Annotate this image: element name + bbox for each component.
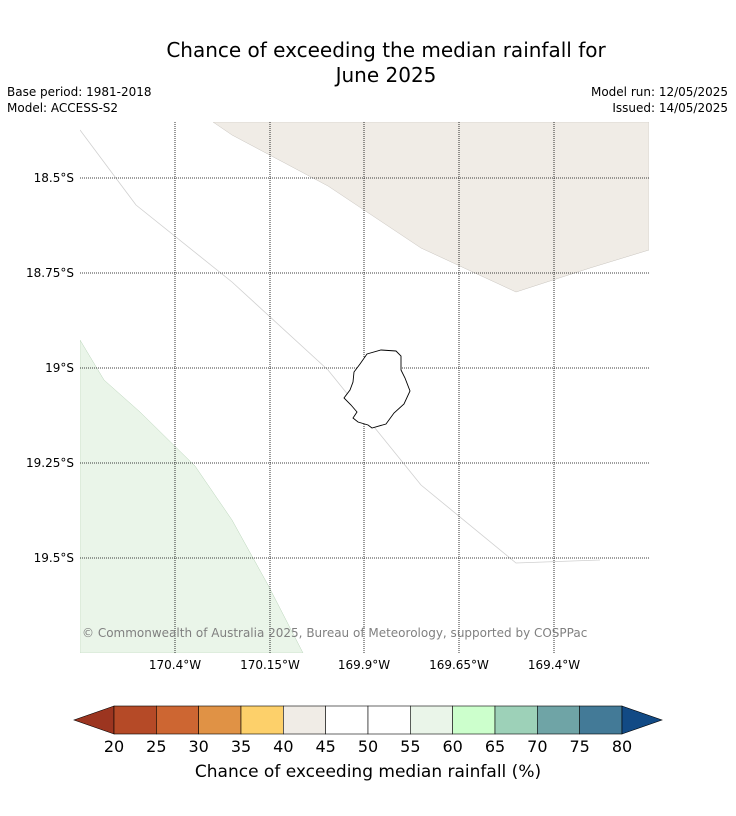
lat-label-18-5: 18.5°S xyxy=(33,171,74,185)
island-outline xyxy=(343,349,411,429)
base-period: Base period: 1981-2018 xyxy=(7,85,152,99)
colorbar-swatch-35-40 xyxy=(240,705,284,735)
colorbar-tick-40: 40 xyxy=(273,737,294,756)
colorbar-extend-high xyxy=(621,705,663,735)
lon-label-170-4: 170.4°W xyxy=(148,658,202,672)
lat-label-19: 19°S xyxy=(45,361,74,375)
colorbar-tick-80: 80 xyxy=(611,737,633,756)
colorbar-tick-50: 50 xyxy=(357,737,379,756)
colorbar-tick-55: 55 xyxy=(400,737,421,756)
colorbar-tick-60: 60 xyxy=(442,737,463,756)
colorbar-swatch-60-65 xyxy=(452,705,496,735)
colorbar-swatch-20-25 xyxy=(113,705,157,735)
colorbar-swatch-70-75 xyxy=(537,705,580,735)
colorbar-swatch-55-60 xyxy=(410,705,453,735)
upper-right-probability-region xyxy=(212,122,649,293)
colorbar-tick-20: 20 xyxy=(103,737,125,756)
lon-label-169-9: 169.9°W xyxy=(337,658,391,672)
issued-date: Issued: 14/05/2025 xyxy=(612,101,728,115)
lat-label-18-75: 18.75°S xyxy=(26,266,74,280)
model-run: Model run: 12/05/2025 xyxy=(590,85,728,99)
copyright-notice: © Commonwealth of Australia 2025, Bureau… xyxy=(82,626,588,640)
colorbar-swatch-40-45 xyxy=(283,705,326,735)
colorbar-extend-low xyxy=(73,705,115,735)
colorbar-tick-45: 45 xyxy=(315,737,336,756)
colorbar-swatch-45-50 xyxy=(325,705,369,735)
colorbar-tick-35: 35 xyxy=(230,737,252,756)
lat-label-19-5: 19.5°S xyxy=(33,551,74,565)
colorbar xyxy=(73,705,663,735)
meta-left: Base period: 1981-2018 Model: ACCESS-S2 xyxy=(7,84,152,116)
colorbar-tick-30: 30 xyxy=(188,737,209,756)
model-name: Model: ACCESS-S2 xyxy=(7,101,119,115)
meta-right: Model run: 12/05/2025 Issued: 14/05/2025 xyxy=(591,84,728,116)
colorbar-swatch-75-80 xyxy=(579,705,623,735)
title-line-1: Chance of exceeding the median rainfall … xyxy=(166,38,606,62)
colorbar-tick-25: 25 xyxy=(146,737,167,756)
lat-label-19-25: 19.25°S xyxy=(26,456,74,470)
colorbar-tick-65: 65 xyxy=(484,737,506,756)
colorbar-tick-75: 75 xyxy=(569,737,590,756)
lon-label-169-4: 169.4°W xyxy=(527,658,581,672)
lon-label-169-65: 169.65°W xyxy=(429,658,489,672)
colorbar-swatch-25-30 xyxy=(156,705,199,735)
title-line-2: June 2025 xyxy=(335,63,437,87)
colorbar-swatch-50-55 xyxy=(367,705,411,735)
colorbar-swatch-65-70 xyxy=(494,705,538,735)
colorbar-label: Chance of exceeding median rainfall (%) xyxy=(194,762,542,782)
colorbar-tick-70: 70 xyxy=(527,737,548,756)
lower-left-probability-region xyxy=(80,339,304,653)
contour-line-upper xyxy=(80,129,601,564)
map-title: Chance of exceeding the median rainfall … xyxy=(0,38,736,88)
colorbar-swatch-30-35 xyxy=(198,705,242,735)
graticule xyxy=(80,122,649,653)
lon-label-170-15: 170.15°W xyxy=(240,658,300,672)
